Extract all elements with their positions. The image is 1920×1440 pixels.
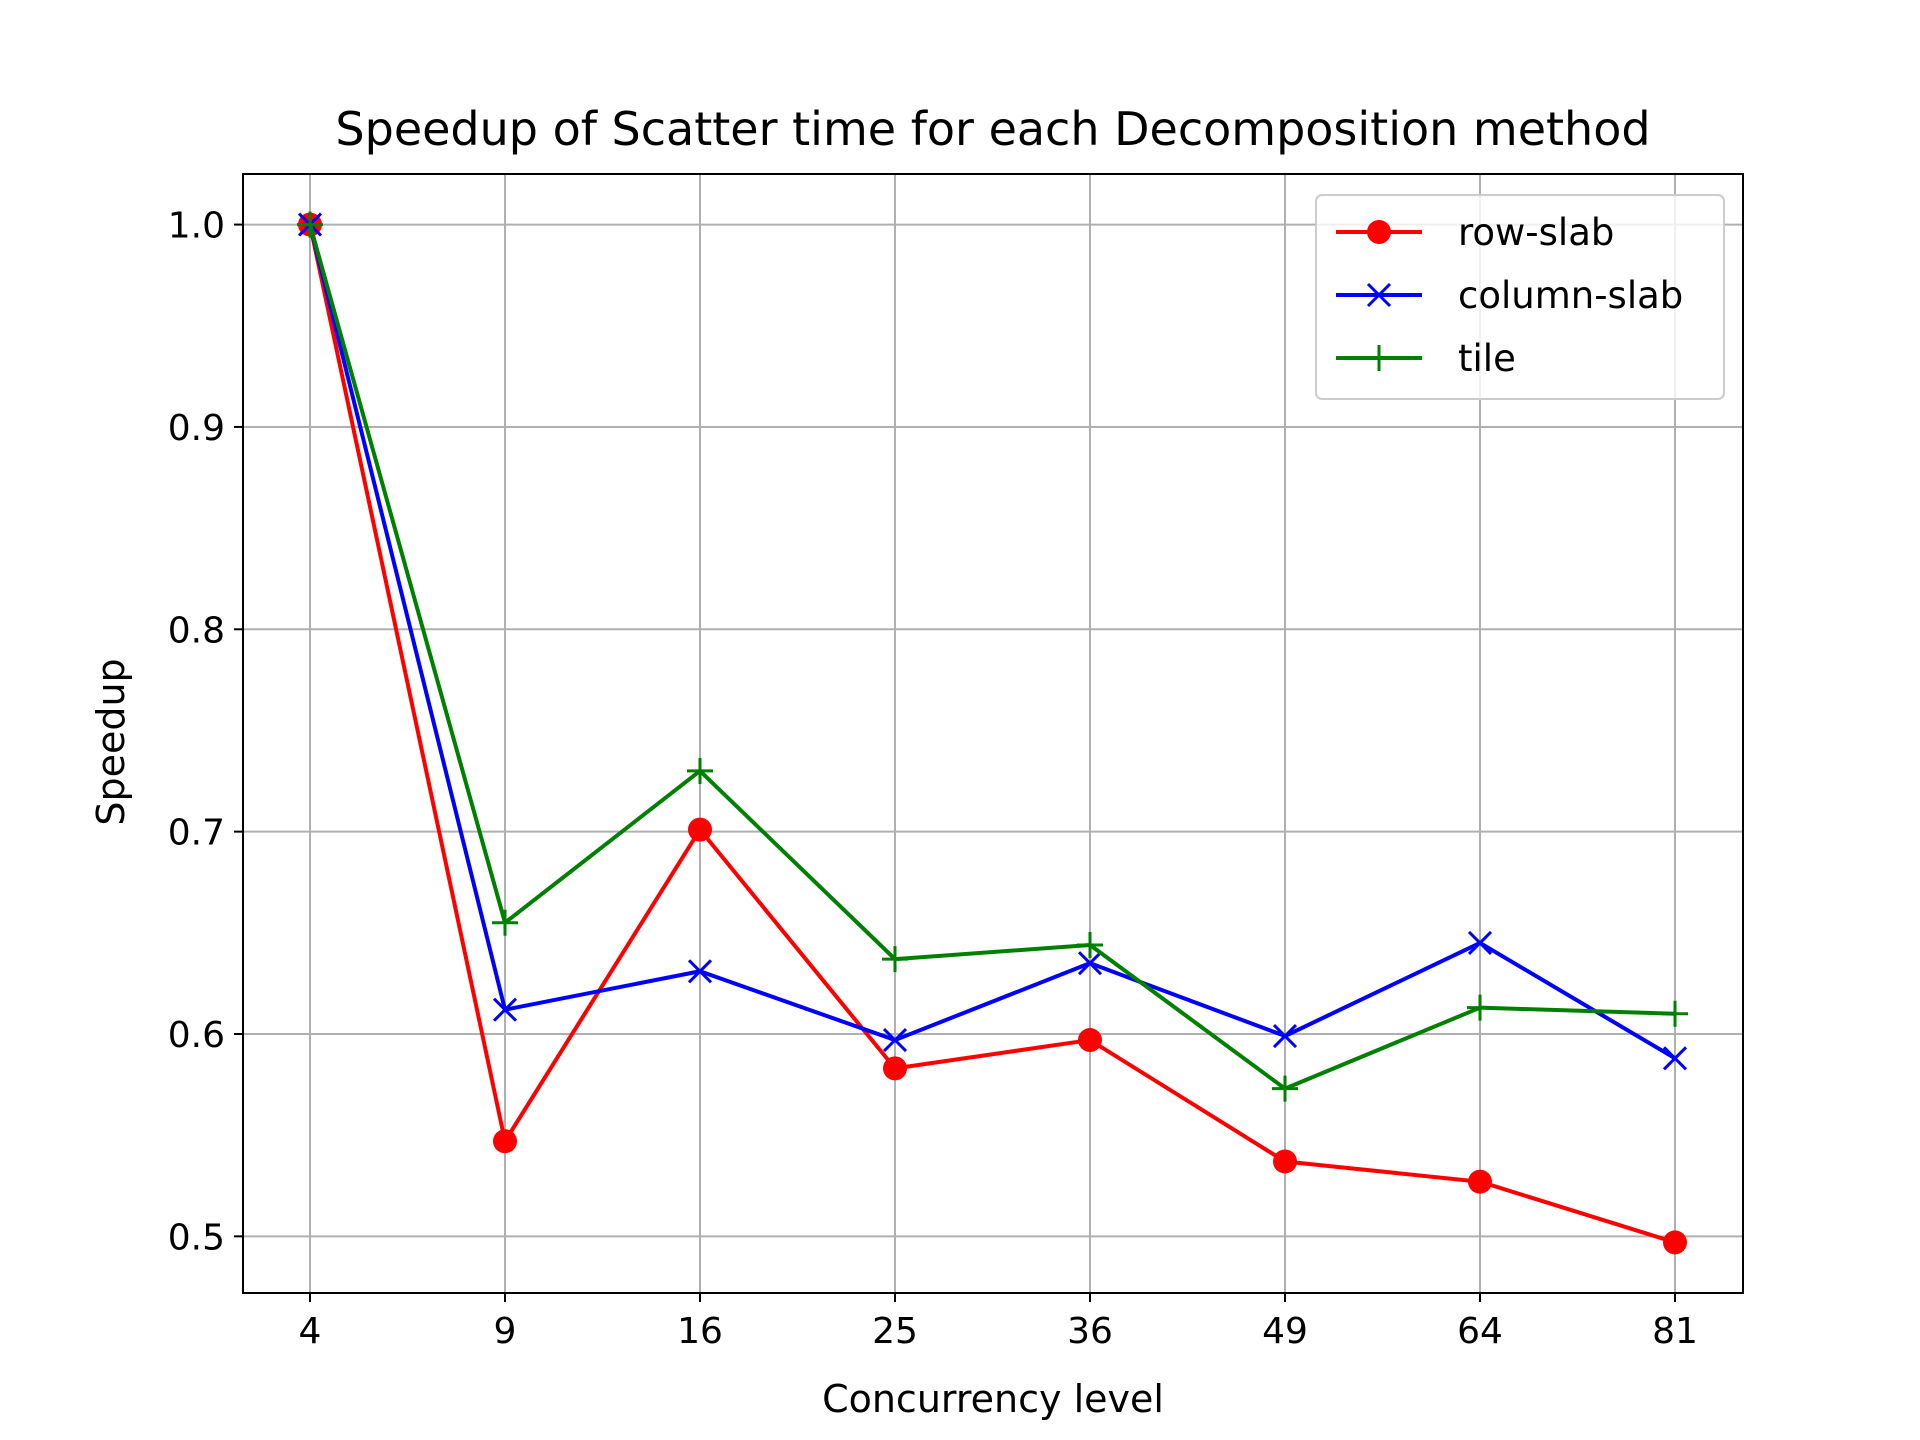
y-tick-label: 1.0: [168, 206, 225, 247]
legend-marker: [1367, 220, 1391, 244]
y-tick-label: 0.9: [168, 408, 225, 449]
y-tick-label: 0.5: [168, 1217, 225, 1258]
column-slab-point: [1662, 1046, 1688, 1071]
tile-point: [1467, 994, 1493, 1021]
x-tick-label: 4: [299, 1311, 322, 1352]
column-slab-point: [687, 959, 713, 984]
tile-point: [1662, 1000, 1688, 1027]
row-slab-line: [308, 224, 1676, 1245]
x-tick-label: 25: [872, 1311, 918, 1352]
x-axis-label: Concurrency level: [822, 1377, 1164, 1421]
column-slab-point: [882, 1028, 908, 1053]
legend-label: tile: [1458, 337, 1516, 380]
legend-item-column-slab: column-slab: [1336, 274, 1683, 317]
row-slab-point: [493, 1129, 517, 1154]
tile-point: [297, 211, 323, 238]
tile-point: [687, 757, 713, 784]
column-slab-point: [1272, 1023, 1298, 1049]
x-tick-label: 16: [677, 1311, 723, 1352]
series-layer: [297, 211, 1688, 1255]
row-slab-point: [688, 817, 712, 842]
legend-item-row-slab: row-slab: [1336, 211, 1614, 254]
y-axis-label: Speedup: [89, 658, 133, 825]
series-tile: [297, 211, 1688, 1102]
legend-label: row-slab: [1458, 211, 1614, 254]
tile-point: [1077, 931, 1103, 958]
legend-box: [1315, 194, 1725, 400]
tile-point: [882, 946, 908, 973]
plot-frame: [242, 173, 1744, 1294]
legend-marker: [1366, 345, 1392, 371]
tile-point: [492, 909, 518, 936]
x-tick-label: 36: [1067, 1311, 1113, 1352]
y-tick-label: 0.7: [168, 813, 225, 854]
y-tick-label: 0.8: [168, 610, 225, 651]
column-slab-point: [1077, 951, 1103, 976]
legend-marker: [1366, 282, 1392, 308]
chart-title: Speedup of Scatter time for each Decompo…: [335, 102, 1650, 156]
x-tick-label: 64: [1457, 1311, 1503, 1352]
column-slab-line: [308, 224, 1677, 1060]
legend-label: column-slab: [1458, 274, 1683, 317]
x-tick-label: 81: [1652, 1311, 1698, 1352]
column-slab-point: [492, 997, 518, 1022]
column-slab-point: [1467, 930, 1493, 955]
x-tick-label: 49: [1262, 1311, 1308, 1352]
row-slab-point: [1468, 1169, 1492, 1194]
tile-line: [308, 224, 1676, 1091]
row-slab-point: [883, 1056, 907, 1081]
tile-point: [1272, 1075, 1298, 1102]
axis-ticks: 4 9 16 25 36 49 64 810.50.60.70.80.91.0: [168, 206, 1698, 1352]
row-slab-point: [1663, 1230, 1687, 1255]
y-tick-label: 0.6: [168, 1015, 225, 1056]
row-slab-point: [1273, 1149, 1297, 1174]
x-tick-label: 9: [494, 1311, 517, 1352]
legend: row-slab column-slab tile: [1315, 194, 1725, 400]
row-slab-point: [1078, 1028, 1102, 1053]
series-column-slab: [297, 212, 1688, 1071]
legend-item-tile: tile: [1336, 337, 1516, 380]
